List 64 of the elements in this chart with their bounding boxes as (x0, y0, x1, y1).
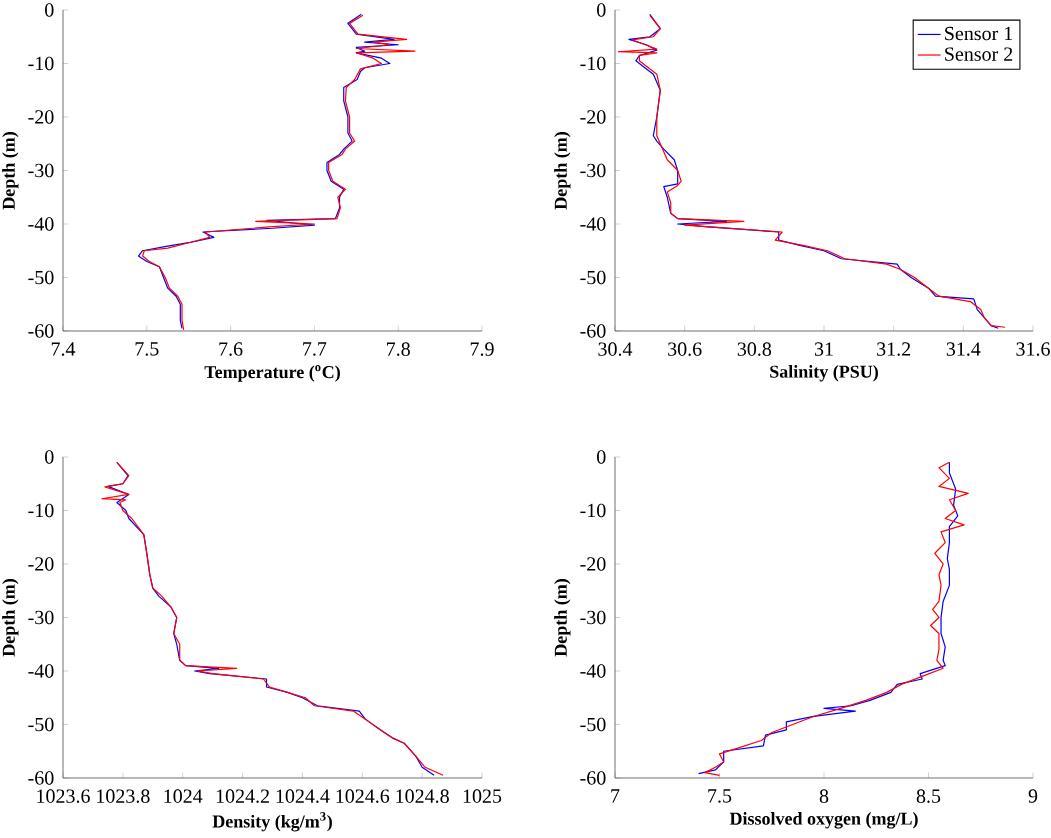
y-tick-label: -10 (28, 503, 54, 518)
legend-label: Sensor 1 (945, 26, 1013, 41)
y-tick-label: 0 (45, 450, 54, 464)
x-axis-title: Temperature ($^{o}$C) (204, 365, 340, 382)
x-tick-label: 7 (611, 789, 620, 803)
y-tick-label: -30 (28, 610, 54, 625)
x-tick-label: 31.6 (1016, 342, 1050, 356)
y-tick-label: -30 (580, 610, 606, 625)
y-axis-title: Depth (m) (554, 132, 571, 210)
y-tick-label: -60 (580, 324, 606, 338)
x-tick-label: 7.5 (708, 789, 732, 803)
x-tick-label: 7.6 (219, 342, 243, 356)
x-axis-title: Density (kg/m$^{3}$) (212, 812, 332, 832)
x-tick-label: 1024.8 (396, 789, 449, 803)
x-tick-label: 1025 (463, 789, 502, 803)
y-axis-title: Depth (m) (554, 579, 571, 657)
y-tick-label: -40 (580, 664, 606, 678)
x-tick-label: 1024.6 (336, 789, 390, 803)
y-tick-label: -40 (28, 664, 54, 678)
x-tick-label: 8 (819, 789, 829, 803)
x-tick-label: 1024.4 (276, 789, 330, 803)
y-tick-label: 0 (597, 3, 606, 17)
x-tick-label: 7.5 (135, 342, 159, 356)
y-tick-label: -20 (580, 557, 606, 571)
y-tick-label: -10 (580, 56, 606, 71)
y-tick-label: -60 (580, 771, 606, 785)
y-tick-label: -50 (28, 717, 54, 732)
y-tick-label: -50 (580, 717, 606, 732)
y-axis-title: Depth (m) (2, 132, 19, 210)
x-tick-label: 9 (1028, 789, 1038, 803)
y-tick-label: -10 (28, 56, 54, 71)
legend-label: Sensor 2 (945, 47, 1013, 61)
y-tick-label: -40 (28, 217, 54, 231)
y-axis-title: Depth (m) (2, 579, 19, 657)
x-tick-label: 7.4 (51, 342, 76, 356)
x-tick-label: 1023.8 (97, 789, 150, 803)
y-tick-label: -20 (28, 110, 54, 124)
x-tick-label: 31.4 (946, 342, 981, 356)
x-tick-label: 1023.6 (37, 789, 90, 803)
x-tick-label: 7.7 (303, 342, 327, 356)
y-tick-label: -20 (580, 110, 606, 124)
y-tick-label: -10 (580, 503, 606, 518)
y-tick-label: -30 (28, 163, 54, 178)
y-tick-label: -60 (28, 324, 54, 338)
y-tick-label: -40 (580, 217, 606, 231)
x-tick-label: 7.8 (387, 342, 410, 356)
y-tick-label: 0 (597, 450, 606, 464)
x-tick-label: 30.8 (737, 342, 772, 356)
x-tick-label: 1024.2 (216, 789, 269, 803)
x-tick-label: 1024 (164, 789, 203, 803)
x-tick-label: 30.4 (598, 342, 633, 356)
x-tick-label: 31 (814, 342, 833, 356)
y-tick-label: -30 (580, 163, 606, 178)
y-tick-label: -50 (28, 270, 54, 285)
y-tick-label: 0 (45, 3, 54, 17)
x-tick-label: 31.2 (877, 342, 911, 356)
x-tick-label: 30.6 (668, 342, 702, 356)
x-axis-title: Salinity (PSU) (770, 365, 878, 382)
x-axis-title: Dissolved oxygen (mg/L) (729, 812, 918, 829)
y-tick-label: -50 (580, 270, 606, 285)
y-tick-label: -60 (28, 771, 54, 785)
x-tick-label: 7.9 (470, 342, 494, 356)
y-tick-label: -20 (28, 557, 54, 571)
x-tick-label: 8.5 (916, 789, 941, 803)
